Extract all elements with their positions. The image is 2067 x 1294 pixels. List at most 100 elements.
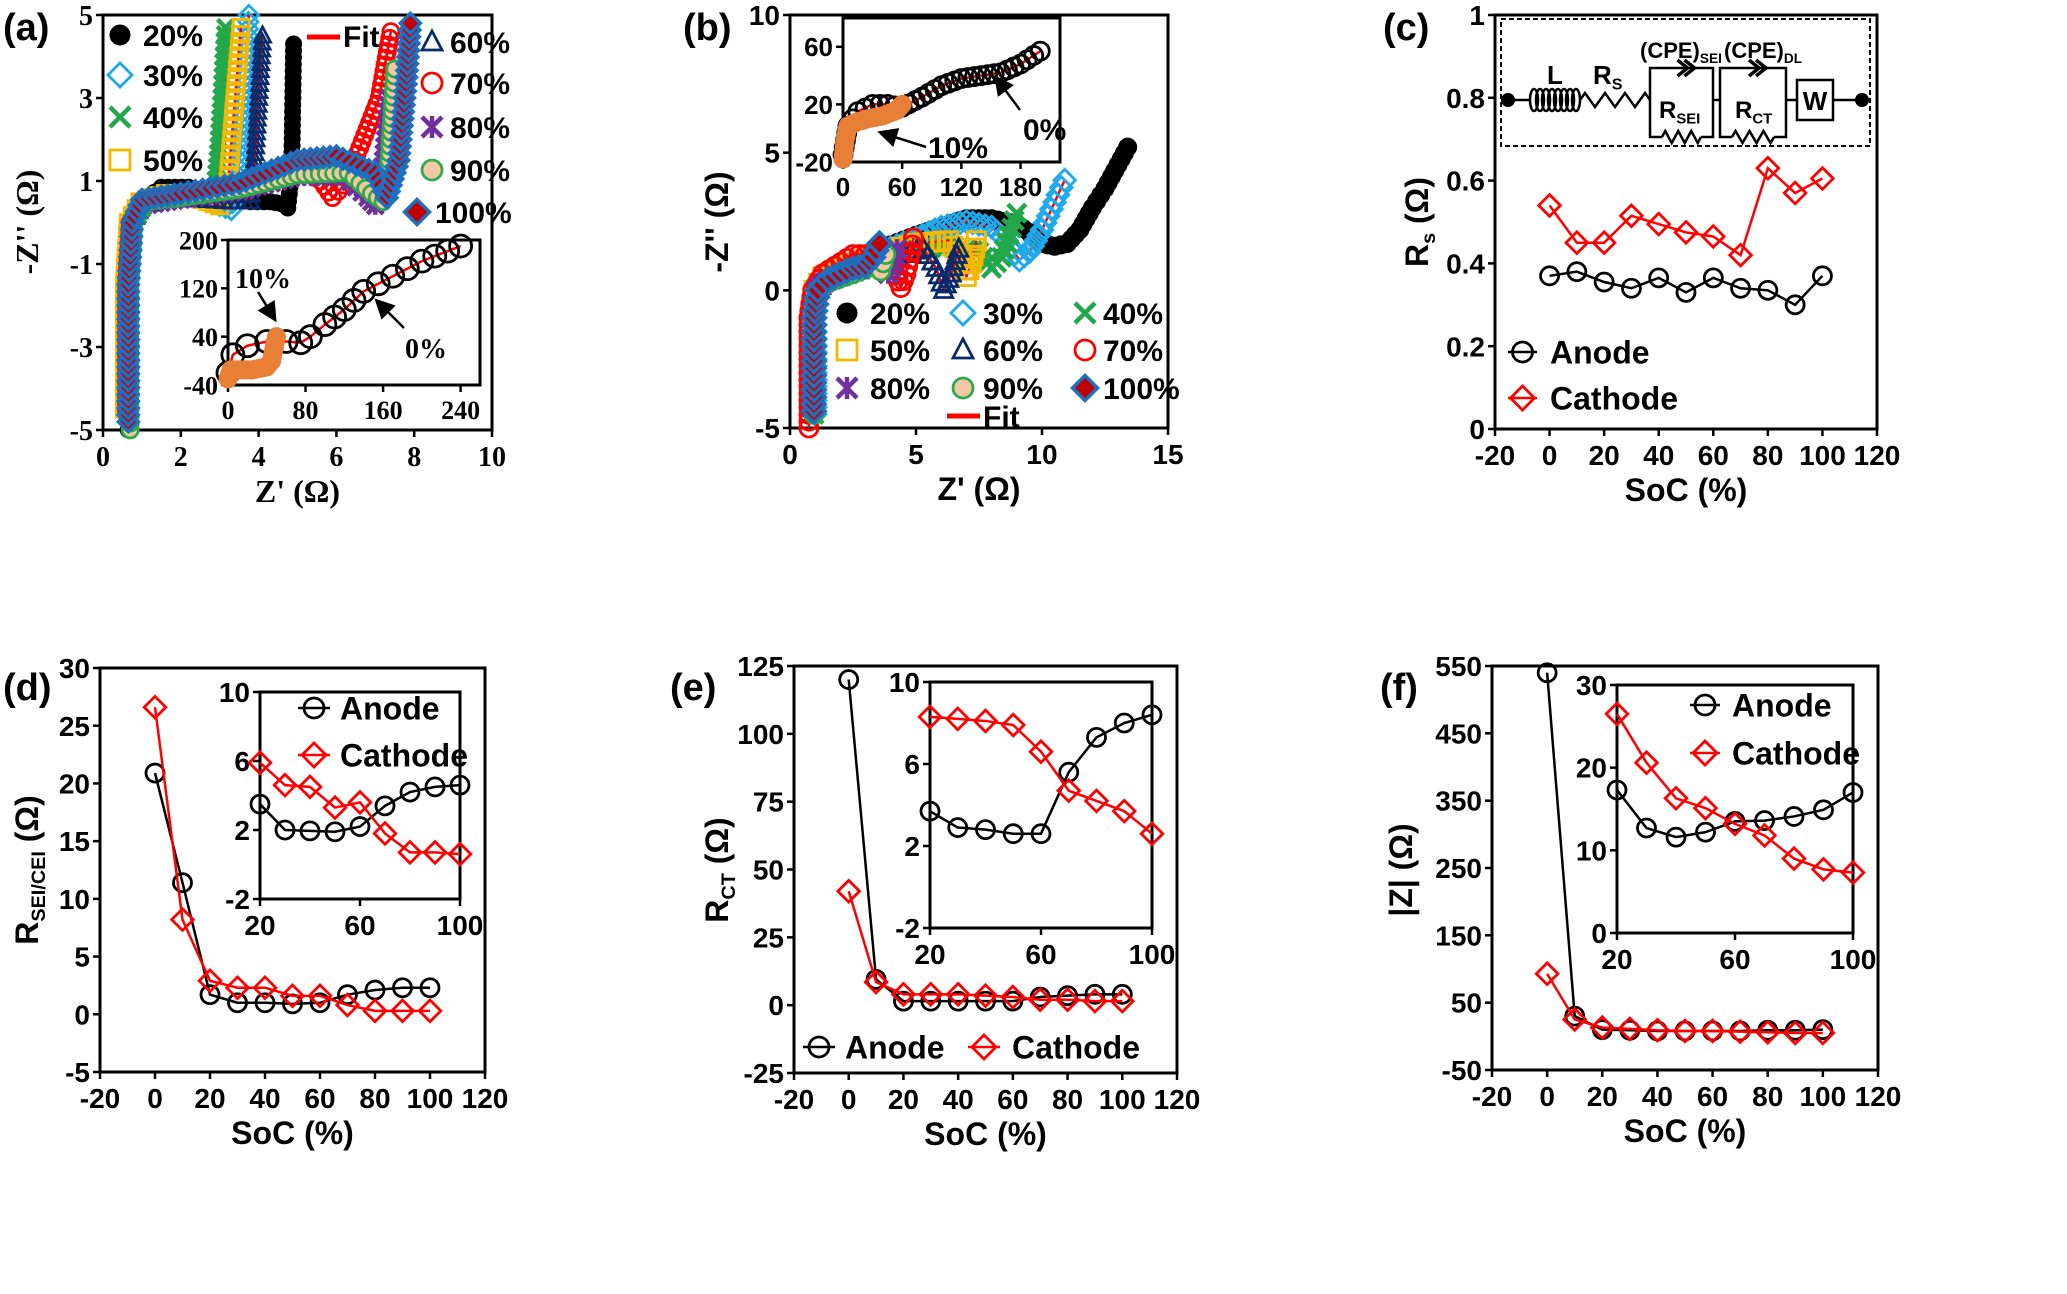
inset-series-cathode-marker bbox=[1604, 701, 1630, 727]
inset-series-cathode-marker bbox=[1663, 785, 1689, 812]
line-data bbox=[1536, 155, 1836, 316]
main-x-tick-label: 40 bbox=[943, 1084, 974, 1115]
series-anode-marker bbox=[893, 990, 914, 1012]
main-y-tick-label: 10 bbox=[59, 884, 90, 915]
inset-series-anode-marker bbox=[1141, 704, 1163, 726]
inset-series-anode-marker bbox=[274, 819, 296, 841]
inset-x-tick-label: 100 bbox=[1830, 944, 1877, 975]
series-cathode-marker bbox=[1617, 1016, 1643, 1042]
inset-series-anode-marker bbox=[349, 816, 371, 837]
inset: 20 60 100 0 10 20 30 bbox=[1576, 670, 1877, 975]
inductor-coil bbox=[1540, 87, 1552, 113]
series-cathode-marker bbox=[1591, 229, 1617, 256]
main-x-tick-label: 0 bbox=[782, 439, 798, 470]
line-data bbox=[142, 694, 443, 1024]
legend-cathode-label: Cathode bbox=[340, 738, 468, 774]
main-y-tick-label: 0.6 bbox=[1446, 166, 1485, 197]
legend-marker bbox=[835, 338, 859, 362]
inductor-coil bbox=[1558, 87, 1570, 113]
series-cathode-marker bbox=[1782, 180, 1808, 206]
inset-series-0pct-marker bbox=[422, 243, 448, 269]
inset: 0 60 120 180 -20 20 60 0% 10% bbox=[795, 16, 1066, 202]
annotation-10pct: 10% bbox=[928, 132, 988, 165]
parallel-branch bbox=[1718, 66, 1788, 139]
main-y-tick-label: 30 bbox=[59, 653, 90, 684]
inset-x-tick-label: 60 bbox=[1025, 939, 1056, 970]
main-x-tick-label: 0 bbox=[1539, 1081, 1555, 1112]
legend-marker bbox=[109, 24, 131, 46]
inset-y-tick-label: -2 bbox=[895, 913, 920, 944]
main-y-tick-label: 1 bbox=[1469, 0, 1485, 31]
series-anode-marker bbox=[1536, 662, 1558, 684]
main-x-tick-label: 120 bbox=[462, 1083, 509, 1114]
main-y-tick-label: 1 bbox=[79, 167, 93, 198]
inset-series-0pct-marker bbox=[435, 238, 461, 264]
series-anode-marker bbox=[392, 977, 413, 999]
main-x-tick-label: 120 bbox=[1854, 440, 1901, 471]
panel-label: (a) bbox=[3, 7, 49, 49]
legend-marker bbox=[949, 299, 977, 327]
legend-marker bbox=[1073, 301, 1097, 325]
main-x-tick-label: 40 bbox=[1642, 1081, 1673, 1112]
inset-series-cathode-marker bbox=[1083, 788, 1110, 814]
series-cathode-marker bbox=[252, 974, 278, 1001]
main-x-tick-label: 20 bbox=[194, 1083, 225, 1114]
series-cathode-marker bbox=[1699, 1018, 1726, 1044]
series-cathode-marker bbox=[1727, 242, 1754, 268]
inset-series-cathode-marker bbox=[1000, 712, 1027, 738]
inset: 20 60 100 -2 2 6 10 bbox=[889, 667, 1176, 970]
series-70pct-marker bbox=[381, 22, 401, 42]
inset-y-tick-label: 40 bbox=[192, 323, 218, 352]
main-y-tick-label: -5 bbox=[70, 416, 93, 447]
series-70pct-marker bbox=[323, 188, 342, 208]
main-x-tick-label: 10 bbox=[478, 442, 506, 473]
legend-cathode-label: Cathode bbox=[1012, 1030, 1140, 1066]
inset-series-anode-marker bbox=[1030, 823, 1052, 845]
legend-cathode-marker bbox=[1508, 384, 1537, 412]
series-50pct-marker bbox=[966, 230, 987, 252]
series-70pct-marker bbox=[379, 35, 398, 55]
main-y-tick-label: 100 bbox=[737, 719, 784, 750]
main-y-tick-label: 25 bbox=[59, 711, 90, 742]
main-x-tick-label: 20 bbox=[888, 1084, 919, 1115]
inset-series-0pct-marker bbox=[297, 324, 323, 350]
series-anode-marker bbox=[1084, 983, 1106, 1005]
legend-marker bbox=[1073, 338, 1097, 362]
series-anode-marker bbox=[838, 669, 860, 690]
main-y-tick-label: 10 bbox=[749, 0, 780, 31]
inductor-coil bbox=[1534, 87, 1546, 113]
main-x-tick-label: -20 bbox=[774, 1084, 814, 1115]
main-y-tick-label: 0.4 bbox=[1446, 248, 1485, 279]
series-30pct-marker bbox=[941, 211, 967, 238]
series-cathode-marker bbox=[169, 906, 196, 933]
x-axis-title: SoC (%) bbox=[231, 1115, 354, 1151]
main-x-tick-label: 6 bbox=[329, 442, 343, 473]
main-y-tick-label: -5 bbox=[755, 413, 780, 444]
inset-series-cathode-marker bbox=[297, 774, 323, 800]
legend-label: 20% bbox=[143, 20, 203, 53]
inset-series-anode-marker bbox=[324, 821, 346, 843]
legend-anode-label: Anode bbox=[1732, 688, 1832, 724]
series-anode-marker bbox=[1593, 271, 1615, 293]
inductor-coil bbox=[1564, 87, 1576, 113]
series-cathode-marker bbox=[1082, 988, 1108, 1014]
legend-marker bbox=[1070, 373, 1100, 403]
series-cathode-marker bbox=[1700, 223, 1727, 250]
series-anode-marker bbox=[172, 872, 193, 894]
inset-series-cathode-marker bbox=[1781, 845, 1807, 872]
x-axis-title: SoC (%) bbox=[1624, 1113, 1747, 1149]
cpe-dl-symbol bbox=[1747, 58, 1769, 78]
panel-a: (a) 0 2 4 6 8 10 -5 -3 -1 1 3 5 Z' (Ω) -Z'' (Ω) 0 80 160 2… bbox=[3, 1, 512, 509]
inset-series-anode-marker bbox=[424, 776, 446, 798]
inset-series-anode-marker bbox=[249, 793, 271, 815]
main-x-tick-label: 80 bbox=[1752, 440, 1783, 471]
inset-series-anode-marker bbox=[1086, 726, 1107, 748]
series-anode-marker bbox=[1730, 277, 1751, 299]
inset-series-cathode-marker bbox=[422, 839, 448, 866]
inset-series-cathode-marker bbox=[447, 841, 473, 867]
inset-series-cathode-marker bbox=[322, 794, 348, 821]
inset-x-tick-label: 20 bbox=[1601, 944, 1632, 975]
inset-series-anode-marker bbox=[299, 820, 321, 842]
legend-anode-marker bbox=[1693, 693, 1717, 717]
panel-e: (e) -20 0 20 40 60 80 100 120 -25 0 25 50 75 100 125 SoC… bbox=[670, 651, 1200, 1152]
